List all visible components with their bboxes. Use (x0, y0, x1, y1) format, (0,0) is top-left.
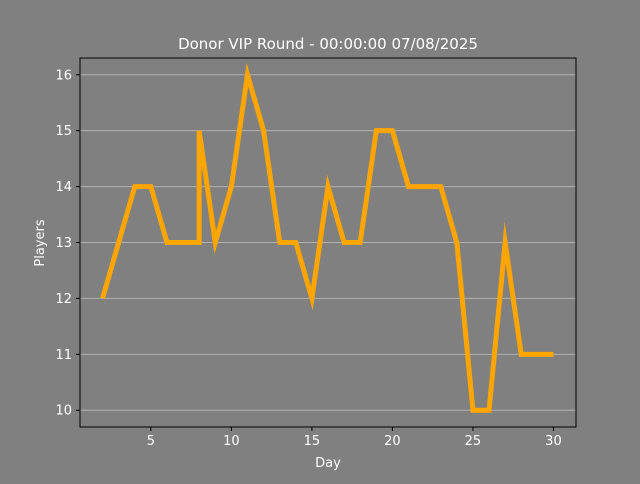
y-tick-label: 11 (55, 348, 72, 363)
x-tick-label: 25 (465, 434, 482, 449)
x-tick-label: 15 (304, 434, 321, 449)
x-tick-label: 20 (384, 434, 401, 449)
x-tick-label: 5 (147, 434, 155, 449)
y-tick-label: 15 (55, 124, 72, 139)
y-tick-label: 12 (55, 292, 72, 307)
y-tick-label: 16 (55, 68, 72, 83)
x-tick-label: 10 (223, 434, 240, 449)
y-axis-label: Players (33, 219, 48, 266)
chart-title: Donor VIP Round - 00:00:00 07/08/2025 (178, 35, 478, 53)
y-tick-label: 13 (55, 236, 72, 251)
x-axis-label: Day (315, 456, 341, 471)
x-tick-label: 30 (545, 434, 562, 449)
y-tick-label: 14 (55, 180, 72, 195)
y-tick-label: 10 (55, 404, 72, 419)
